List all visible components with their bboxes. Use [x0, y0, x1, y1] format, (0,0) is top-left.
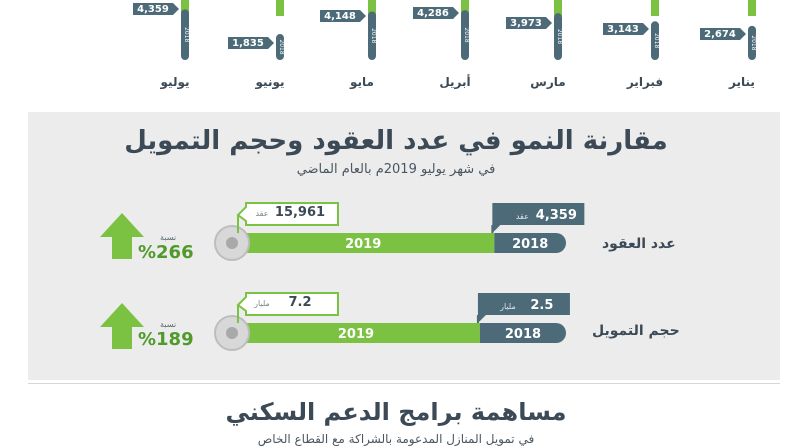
- bar-year-label: 2018: [653, 33, 660, 48]
- value-label: 4,286: [417, 8, 449, 19]
- value-label: 1,835: [232, 38, 264, 49]
- comparison-title: مقارنة النمو في عدد العقود وحجم التمويل: [124, 126, 668, 156]
- bar-year-label: 2018: [278, 39, 285, 54]
- bar-2019: [651, 0, 659, 16]
- bar-2018: [651, 21, 659, 60]
- month-label: مايو: [349, 75, 374, 90]
- comparison-subtitle: في شهر يوليو 2019م بالعام الماضي: [296, 162, 496, 177]
- value-tag: [700, 28, 746, 40]
- month-label: فبراير: [626, 75, 663, 89]
- value-label: 3,143: [607, 24, 639, 35]
- value-tag: [603, 23, 649, 35]
- bar-year-label: 2018: [463, 27, 470, 42]
- month-label: مارس: [530, 75, 565, 89]
- value-label: 2,674: [704, 29, 736, 40]
- bar-2019: [181, 0, 189, 16]
- row-label-financing: حجم التمويل: [592, 323, 680, 339]
- bar-2018: [748, 25, 756, 60]
- row-label-contracts: عدد العقود: [602, 236, 676, 252]
- bar-2019: [368, 0, 376, 16]
- bar-year-label: 2018: [370, 28, 377, 43]
- value-label: 4,148: [324, 11, 356, 22]
- month-label: أبريل: [439, 74, 470, 89]
- value-label: 3,973: [510, 18, 542, 29]
- growth-label-contracts: نسبة: [160, 233, 177, 242]
- section-subtitle: في تمويل المنازل المدعومة بالشراكة مع ال…: [257, 432, 535, 446]
- bar-2019: [554, 0, 562, 16]
- bar-2019: [461, 0, 469, 16]
- value-tag: [133, 3, 179, 15]
- monthly-contracts-chart: 2018 2,674 يناير 2018 3,143 فبراير 2018 3,973 ما…: [133, 0, 757, 90]
- month-label: يوليو: [160, 75, 190, 90]
- value-tag: [228, 37, 274, 49]
- bar-2018: [368, 11, 376, 61]
- bar-2019: [276, 0, 284, 16]
- value-label: 4,359: [137, 4, 169, 15]
- value-tag: [506, 17, 552, 29]
- value-tag: [413, 7, 459, 19]
- growth-label-financing: نسبة: [160, 320, 177, 329]
- month-label: يناير: [728, 75, 755, 89]
- bar-2018: [181, 9, 189, 61]
- month-label: يونيو: [255, 75, 285, 90]
- section-title: مساهمة برامج الدعم السكني: [225, 398, 567, 426]
- growth-value-financing: %189: [138, 329, 194, 350]
- growth-value-contracts: %266: [138, 242, 194, 263]
- bar-2019: [748, 0, 756, 16]
- bar-2018: [554, 13, 562, 60]
- bar-year-label: 2018: [556, 29, 563, 44]
- value-tag: [320, 10, 366, 22]
- section-divider: [28, 383, 780, 384]
- bar-2018: [461, 10, 469, 60]
- bar-year-label: 2018: [750, 35, 757, 50]
- bar-year-label: 2018: [183, 27, 190, 42]
- bar-2018: [276, 34, 284, 60]
